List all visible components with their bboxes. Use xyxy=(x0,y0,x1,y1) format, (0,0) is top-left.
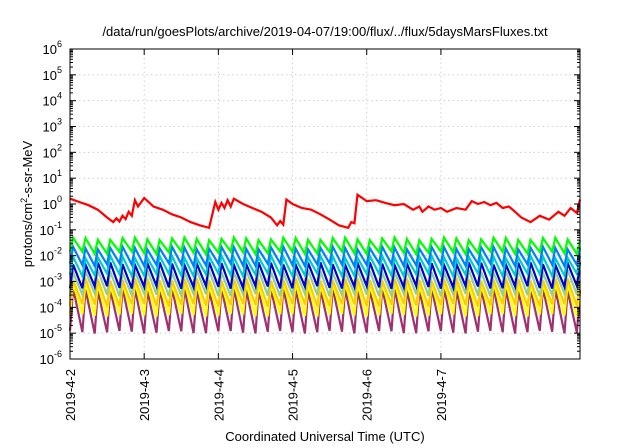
y-tick-label: 101 xyxy=(43,168,62,186)
y-tick-base: 10 xyxy=(43,120,57,135)
y-tick-exponent: 2 xyxy=(57,142,62,152)
y-tick-label: 10-4 xyxy=(40,297,62,315)
series-layer xyxy=(68,192,582,334)
y-tick-exponent: 6 xyxy=(57,39,62,49)
y-tick-label: 102 xyxy=(43,142,62,160)
y-tick-base: 10 xyxy=(40,300,54,315)
y-tick-base: 10 xyxy=(43,42,57,57)
series-line-3 xyxy=(68,251,582,280)
y-tick-exponent: -3 xyxy=(54,272,62,282)
y-tick-label: 10-2 xyxy=(40,246,62,264)
y-tick-label: 106 xyxy=(43,39,62,57)
y-tick-label: 10-1 xyxy=(40,220,62,238)
y-tick-exponent: 5 xyxy=(57,65,62,75)
series-line-0 xyxy=(69,192,582,230)
x-tick-label: 2019-4-5 xyxy=(286,369,301,421)
y-tick-exponent: -4 xyxy=(54,297,62,307)
series-line-7 xyxy=(68,282,582,317)
x-tick-label: 2019-4-6 xyxy=(360,369,375,421)
y-tick-base: 10 xyxy=(43,171,57,186)
y-tick-exponent: 1 xyxy=(57,168,62,178)
y-tick-exponent: -1 xyxy=(54,220,62,230)
x-tick-labels: 2019-4-2 2019-4-3 2019-4-4 2019-4-5 2019-4-6… xyxy=(63,369,449,421)
y-tick-exponent: 3 xyxy=(57,117,62,127)
series-line-8 xyxy=(68,287,582,334)
x-axis-label: Coordinated Universal Time (UTC) xyxy=(225,429,424,444)
y-tick-exponent: -6 xyxy=(54,349,62,359)
y-tick-label: 10-5 xyxy=(40,323,62,341)
x-tick-label: 2019-4-3 xyxy=(137,369,152,421)
y-tick-base: 10 xyxy=(40,249,54,264)
y-tick-base: 10 xyxy=(40,223,54,238)
y-tick-base: 10 xyxy=(43,145,57,160)
y-tick-base: 10 xyxy=(43,197,57,212)
x-tick-label: 2019-4-2 xyxy=(63,369,78,421)
y-tick-exponent: 0 xyxy=(57,194,62,204)
series-line-1 xyxy=(68,234,582,258)
y-tick-exponent: 4 xyxy=(57,91,62,101)
ticks xyxy=(69,48,580,360)
y-axis-label: protons/cm2-s-sr-MeV xyxy=(19,140,35,267)
y-tick-base: 10 xyxy=(40,352,54,367)
y-tick-label: 104 xyxy=(43,91,62,109)
chart-title: /data/run/goesPlots/archive/2019-04-07/1… xyxy=(102,24,548,39)
series-line-6 xyxy=(68,277,582,308)
y-tick-base: 10 xyxy=(43,94,57,109)
series-line-4 xyxy=(68,258,582,293)
y-tick-labels: 10610510410310210110010-110-210-310-410-… xyxy=(40,39,62,367)
y-tick-label: 100 xyxy=(43,194,62,212)
y-tick-base: 10 xyxy=(40,275,54,290)
series-line-5 xyxy=(68,266,582,301)
y-tick-exponent: -2 xyxy=(54,246,62,256)
x-tick-label: 2019-4-4 xyxy=(211,369,226,421)
y-tick-label: 105 xyxy=(43,65,62,83)
series-line-2 xyxy=(68,243,582,270)
y-tick-label: 103 xyxy=(43,117,62,135)
y-tick-base: 10 xyxy=(40,326,54,341)
y-tick-exponent: -5 xyxy=(54,323,62,333)
y-tick-base: 10 xyxy=(43,68,57,83)
y-tick-label: 10-3 xyxy=(40,272,62,290)
x-tick-label: 2019-4-7 xyxy=(434,369,449,421)
y-tick-label: 10-6 xyxy=(40,349,62,367)
